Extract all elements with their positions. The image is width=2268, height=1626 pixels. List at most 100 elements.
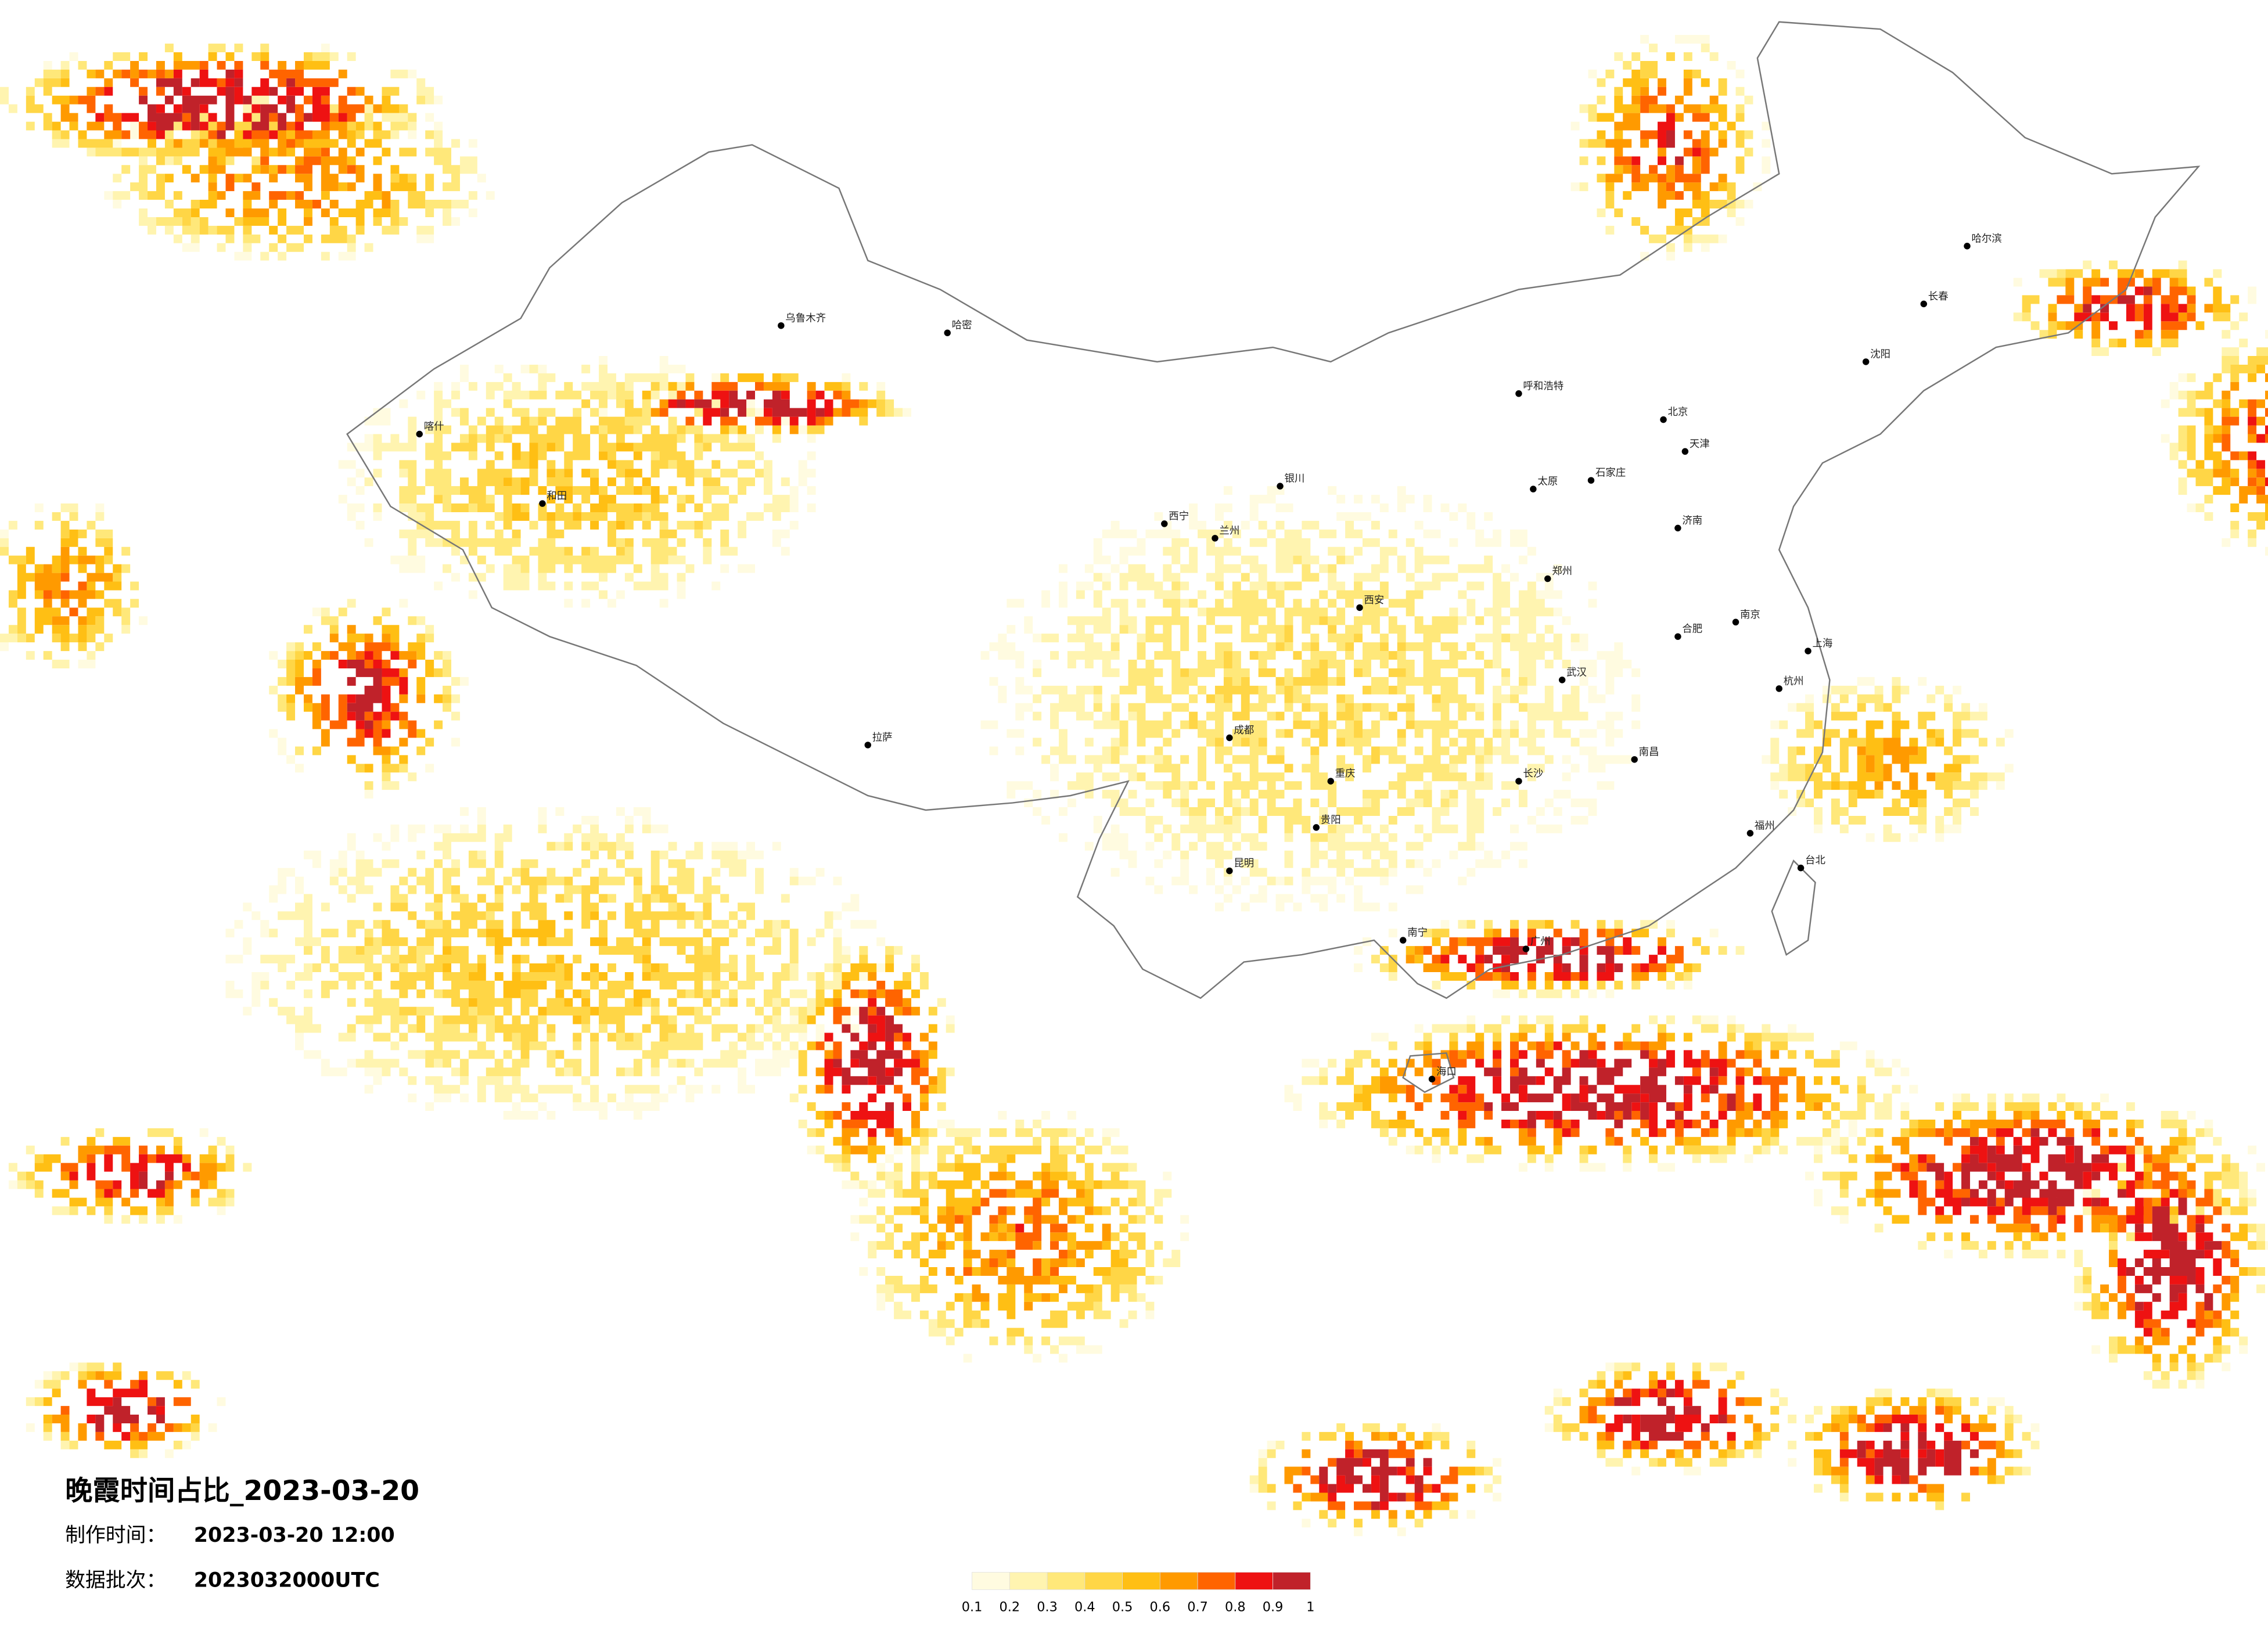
legend-swatch (1235, 1572, 1273, 1590)
country-outline (346, 21, 2201, 999)
city-dot (1920, 300, 1928, 308)
city-dot (1161, 520, 1168, 527)
city-label: 太原 (1537, 476, 1558, 488)
city-label: 重庆 (1335, 768, 1356, 780)
city-dot (539, 500, 546, 507)
city-label: 南宁 (1407, 927, 1428, 939)
legend-swatch (1273, 1572, 1311, 1590)
city-dot (1797, 864, 1805, 872)
city-dot (944, 329, 951, 336)
city-dot (1558, 677, 1566, 684)
heat-cells (0, 44, 2266, 1519)
heat-field (0, 35, 2268, 1537)
legend-tick-label: 0.5 (1112, 1600, 1133, 1615)
city-dot (778, 322, 785, 329)
city-dot (1805, 647, 1811, 654)
legend-tick-label: 0.8 (1225, 1600, 1246, 1615)
legend-swatch (1084, 1572, 1123, 1590)
city-dot (864, 742, 871, 749)
legend-swatch (1047, 1572, 1086, 1590)
city-label: 乌鲁木齐 (785, 312, 826, 324)
city-dot (1544, 575, 1551, 582)
city-dot (1522, 945, 1530, 952)
city-label: 沈阳 (1870, 349, 1890, 361)
hainan-outline (1402, 1052, 1455, 1093)
meta-value: 2023-03-20 12:00 (194, 1524, 395, 1547)
city-dot (1862, 358, 1870, 365)
city-label: 武汉 (1566, 667, 1587, 678)
city-dot (1587, 477, 1595, 484)
city-dot (1530, 485, 1537, 492)
city-label: 杭州 (1784, 675, 1804, 687)
legend-tick-label: 0.6 (1150, 1600, 1171, 1615)
city-dot (1226, 867, 1233, 875)
city-label: 广州 (1530, 936, 1551, 948)
city-dot (1212, 535, 1219, 542)
city-dot (1674, 524, 1681, 532)
legend-tick-label: 0.7 (1187, 1600, 1208, 1615)
city-dot (1631, 756, 1638, 763)
heat-cells (8, 52, 2268, 1528)
legend-tick-label: 0.1 (962, 1600, 983, 1615)
city-label: 海口 (1436, 1066, 1457, 1078)
city-dot (1660, 416, 1667, 423)
city-dot (1313, 824, 1320, 831)
city-label: 和田 (547, 491, 567, 502)
city-label: 合肥 (1682, 624, 1702, 635)
legend-swatch (972, 1572, 1010, 1590)
city-label: 兰州 (1219, 525, 1239, 537)
city-label: 上海 (1813, 638, 1833, 650)
meta-value: 2023032000UTC (194, 1569, 380, 1592)
city-dot (1399, 937, 1407, 944)
city-dot (1775, 685, 1782, 692)
map-title: 晚霞时间占比_2023-03-20 (65, 1475, 419, 1507)
city-dot (1515, 778, 1522, 785)
legend-swatch (1159, 1572, 1198, 1590)
city-label: 南京 (1740, 609, 1760, 621)
city-label: 北京 (1667, 406, 1688, 418)
city-label: 西宁 (1169, 510, 1189, 522)
city-dot (1277, 483, 1284, 490)
heat-cells (0, 44, 2268, 1528)
city-dot (1746, 830, 1754, 837)
city-label: 昆明 (1234, 858, 1254, 869)
city-dot (1356, 604, 1363, 611)
city-label: 南昌 (1639, 746, 1659, 758)
meta-label: 数据批次： (65, 1569, 166, 1592)
legend: 0.1 0.2 0.3 0.4 0.5 0.6 0.7 0.8 0.9 1 (962, 1572, 1314, 1615)
city-label: 西安 (1364, 595, 1384, 606)
legend-swatch (1197, 1572, 1236, 1590)
city-label: 天津 (1690, 438, 1710, 450)
city-label: 石家庄 (1595, 467, 1626, 479)
legend-swatch (1009, 1572, 1048, 1590)
city-dot (1428, 1075, 1436, 1082)
city-label: 喀什 (424, 421, 444, 433)
city-label: 贵阳 (1321, 814, 1341, 826)
meta-label: 制作时间： (65, 1524, 166, 1547)
city-label: 呼和浩特 (1523, 380, 1563, 392)
legend-tick-label: 1 (1306, 1600, 1314, 1615)
city-dot (1327, 778, 1334, 785)
city-label: 成都 (1234, 725, 1254, 736)
city-dot (1515, 390, 1522, 397)
legend-tick-label: 0.9 (1263, 1600, 1284, 1615)
city-label: 济南 (1682, 515, 1702, 527)
taiwan-outline (1771, 859, 1816, 956)
city-label: 郑州 (1552, 566, 1572, 577)
city-dot (1681, 448, 1689, 455)
legend-tick-label: 0.4 (1074, 1600, 1095, 1615)
legend-swatch (1122, 1572, 1160, 1590)
city-label: 拉萨 (872, 732, 893, 743)
city-dot (1674, 633, 1681, 640)
city-label: 银川 (1285, 473, 1305, 485)
city-label: 长春 (1928, 291, 1949, 303)
city-label: 台北 (1805, 855, 1825, 866)
city-dot (416, 430, 423, 438)
city-label: 福州 (1755, 820, 1775, 832)
city-label: 哈尔滨 (1971, 233, 2001, 244)
city-label: 哈密 (952, 320, 972, 332)
legend-tick-label: 0.2 (1000, 1600, 1020, 1615)
